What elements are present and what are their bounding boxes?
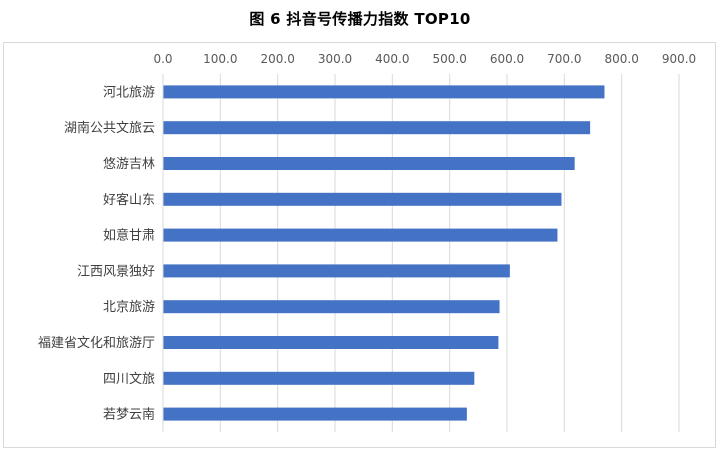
x-tick-label: 200.0 xyxy=(260,52,294,66)
bar xyxy=(163,192,562,206)
bar xyxy=(163,228,558,242)
x-tick-label: 500.0 xyxy=(432,52,466,66)
chart-frame xyxy=(3,42,716,448)
bar xyxy=(163,85,605,99)
category-label: 北京旅游 xyxy=(103,300,155,315)
x-tick-label: 600.0 xyxy=(490,52,524,66)
bar xyxy=(163,407,467,421)
category-label: 四川文旅 xyxy=(103,372,155,387)
category-label: 若梦云南 xyxy=(103,407,155,423)
x-tick-label: 100.0 xyxy=(203,52,237,66)
bar xyxy=(163,371,475,385)
bar xyxy=(163,121,591,135)
chart-title: 图 6 抖音号传播力指数 TOP10 xyxy=(249,10,471,28)
category-label: 福建省文化和旅游厅 xyxy=(38,336,155,351)
bar xyxy=(163,157,575,170)
bar xyxy=(163,336,499,349)
category-label: 河北旅游 xyxy=(103,85,155,100)
x-tick-label: 800.0 xyxy=(604,52,638,66)
category-label: 江西风景独好 xyxy=(77,264,155,279)
category-label: 湖南公共文旅云 xyxy=(64,120,155,136)
x-tick-label: 300.0 xyxy=(318,52,352,66)
bar xyxy=(163,264,510,278)
x-tick-label: 900.0 xyxy=(662,52,696,66)
category-label: 悠游吉林 xyxy=(103,157,155,172)
category-label: 如意甘肃 xyxy=(103,228,155,244)
x-tick-label: 0.0 xyxy=(153,52,172,66)
category-label: 好客山东 xyxy=(103,192,155,208)
bar xyxy=(163,300,500,314)
x-tick-label: 700.0 xyxy=(547,52,581,66)
x-tick-label: 400.0 xyxy=(375,52,409,66)
